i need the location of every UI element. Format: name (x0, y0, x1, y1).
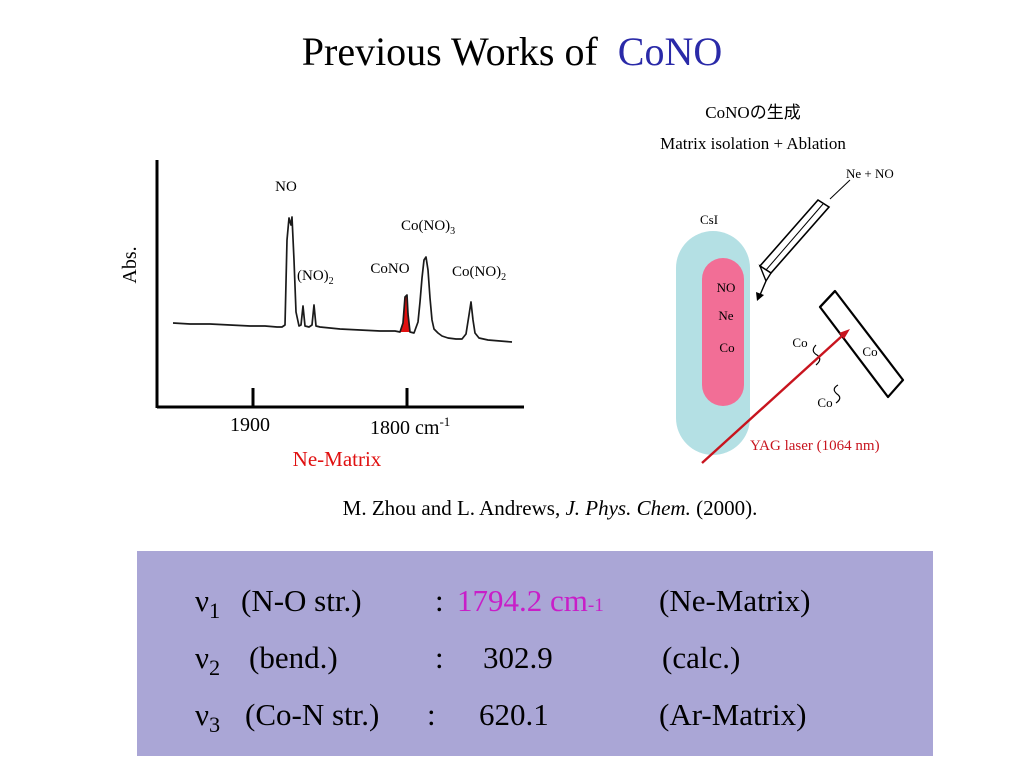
reference-citation: M. Zhou and L. Andrews, J. Phys. Chem. (… (0, 496, 1024, 521)
vibration-value: 620.1 (479, 697, 549, 732)
peak-label-co-no2: Co(NO)2 (452, 264, 506, 283)
apparatus-heading: CoNOの生成 (705, 103, 800, 122)
reference-year: (2000). (696, 496, 758, 520)
ablation-plume-top (812, 344, 821, 366)
reference-authors: M. Zhou and L. Andrews, (342, 496, 561, 520)
laser-arrowhead (839, 329, 850, 339)
title-molecule: CoNO (617, 29, 723, 74)
vibration-symbol: ν1 (195, 583, 221, 623)
gas-nozzle (756, 179, 851, 301)
vibration-source: (Ar-Matrix) (659, 697, 807, 732)
laser-label: YAG laser (1064 nm) (750, 438, 880, 454)
peak-label-no: NO (275, 179, 297, 195)
y-axis-label: Abs. (119, 246, 141, 283)
vibration-symbol: ν3 (195, 697, 221, 737)
vibration-mode: (N-O str.) (241, 583, 362, 618)
cobalt-target (818, 289, 905, 399)
ablation-plume-bottom (833, 384, 841, 404)
layer-co-label: Co (719, 340, 734, 355)
vibration-colon: : (427, 697, 436, 732)
vibration-value: 1794.2 cm-1 (457, 583, 604, 618)
vibration-source: (calc.) (662, 640, 741, 675)
layer-no-label: NO (717, 280, 736, 295)
x-tick-label: 1800 cm-1 (370, 414, 450, 439)
apparatus-diagram: CoNOの生成 Matrix isolation + Ablation CsI … (660, 103, 905, 464)
vibration-row: ν1 (N-O str.) : 1794.2 cm-1 (Ne-Matrix) (137, 573, 933, 629)
ir-spectrum: Abs. 1900 1800 cm-1 Ne-Matrix NO (NO)2 C… (119, 160, 524, 470)
matrix-label: Ne-Matrix (293, 447, 382, 470)
vibration-source: (Ne-Matrix) (659, 583, 811, 618)
peak-label-no-dimer: (NO)2 (297, 268, 334, 287)
apparatus-subheading: Matrix isolation + Ablation (660, 134, 846, 153)
peak-label-co-no3: Co(NO)3 (401, 218, 455, 237)
plume-label-top: Co (792, 335, 807, 350)
vibration-row: ν2 (bend.) : 302.9 (calc.) (137, 630, 933, 686)
reference-journal: J. Phys. Chem. (565, 496, 691, 520)
vibration-mode: (bend.) (249, 640, 338, 675)
vibration-colon: : (435, 640, 444, 675)
gas-label: Ne + NO (846, 166, 894, 181)
title-prefix: Previous Works of (301, 29, 598, 74)
vibration-mode: (Co-N str.) (245, 697, 380, 732)
cono-peak-highlight (400, 295, 410, 332)
spectrum-trace (172, 216, 513, 343)
substrate-label: CsI (700, 212, 718, 227)
vibration-symbol: ν2 (195, 640, 221, 680)
vibration-summary-box: ν1 (N-O str.) : 1794.2 cm-1 (Ne-Matrix) … (137, 551, 933, 756)
layer-ne-label: Ne (718, 308, 733, 323)
deposited-layer (702, 258, 744, 406)
vibration-row: ν3 (Co-N str.) : 620.1 (Ar-Matrix) (137, 687, 933, 743)
target-label: Co (862, 344, 877, 359)
laser-beam (701, 335, 843, 464)
x-tick-label: 1900 (230, 414, 270, 436)
vibration-colon: : (435, 583, 444, 618)
plume-label-bottom: Co (817, 395, 832, 410)
vibration-value: 302.9 (483, 640, 553, 675)
page-title: Previous Works of CoNO (0, 28, 1024, 76)
peak-label-cono: CoNO (370, 261, 409, 277)
